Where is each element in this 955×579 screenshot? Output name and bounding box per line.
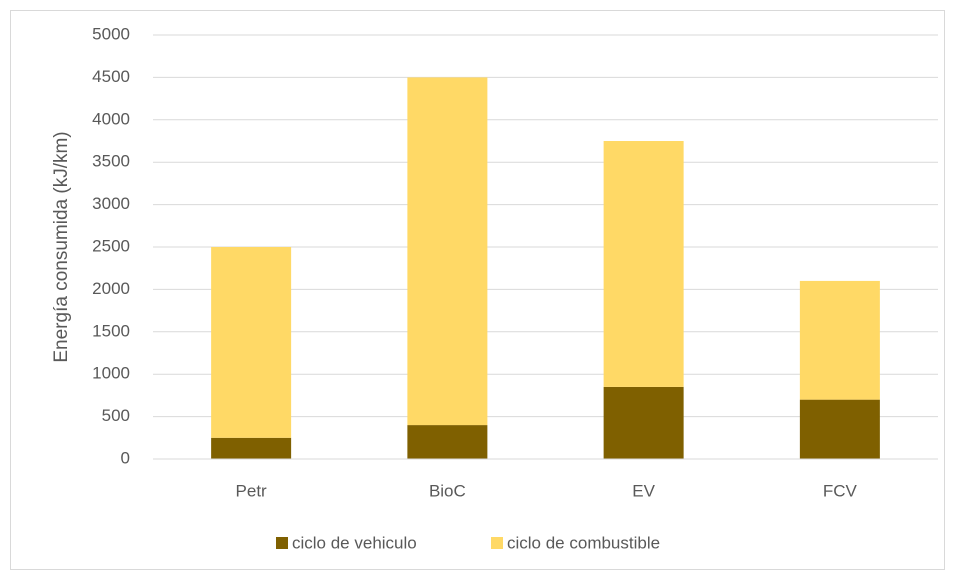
- bar-segment: [211, 247, 292, 438]
- legend-swatch: [491, 537, 503, 549]
- legend-label: ciclo de vehiculo: [292, 533, 417, 552]
- y-tick-label: 2000: [92, 279, 130, 298]
- bar-segment: [407, 77, 488, 426]
- x-tick-label: Petr: [236, 481, 268, 500]
- x-tick-label: EV: [632, 481, 655, 500]
- y-tick-label: 1000: [92, 364, 130, 383]
- y-axis-label: Energía consumida (kJ/km): [51, 131, 72, 362]
- bar-segment: [799, 399, 880, 459]
- x-tick-label: BioC: [429, 481, 466, 500]
- y-tick-label: 1500: [92, 321, 130, 340]
- bar-segment: [603, 141, 684, 387]
- x-tick-label: FCV: [823, 481, 858, 500]
- legend-swatch: [276, 537, 288, 549]
- y-tick-label: 0: [121, 448, 130, 467]
- bar-segment: [799, 280, 880, 400]
- bar-segment: [603, 386, 684, 459]
- y-tick-label: 4000: [92, 109, 130, 128]
- y-tick-label: 500: [102, 406, 130, 425]
- bar-segment: [407, 425, 488, 459]
- y-tick-label: 2500: [92, 236, 130, 255]
- y-tick-label: 3500: [92, 152, 130, 171]
- bar-segment: [211, 437, 292, 459]
- y-tick-label: 5000: [92, 24, 130, 43]
- y-tick-label: 3000: [92, 194, 130, 213]
- y-tick-label: 4500: [92, 67, 130, 86]
- legend-label: ciclo de combustible: [507, 533, 660, 552]
